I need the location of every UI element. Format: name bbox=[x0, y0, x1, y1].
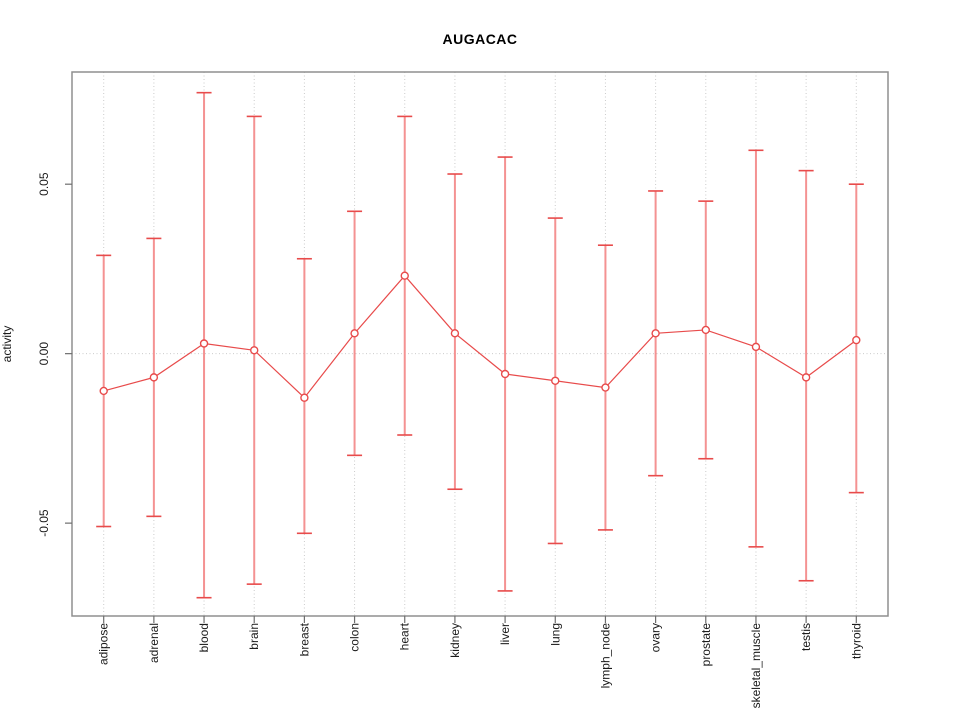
data-point-marker bbox=[801, 373, 811, 382]
data-point-marker bbox=[400, 271, 409, 280]
data-point-marker bbox=[500, 369, 510, 379]
data-point-marker bbox=[300, 393, 309, 402]
x-tick-label: ovary bbox=[649, 623, 663, 652]
data-point-marker bbox=[199, 339, 209, 348]
x-tick-label: breast bbox=[297, 622, 311, 656]
x-tick-label: colon bbox=[348, 623, 362, 652]
x-tick-label: blood bbox=[197, 623, 211, 652]
data-point-marker bbox=[551, 376, 560, 385]
x-tick-label: lung bbox=[548, 623, 562, 646]
data-point-marker bbox=[701, 325, 710, 335]
y-tick-label: -0.05 bbox=[37, 509, 51, 537]
chart-title: AUGACAC bbox=[442, 31, 518, 47]
series-line bbox=[103, 274, 857, 399]
data-point-marker bbox=[651, 329, 660, 338]
x-tick-label: liver bbox=[498, 623, 512, 645]
plot-border bbox=[71, 71, 889, 617]
data-point-marker bbox=[852, 335, 861, 345]
x-tick-label: heart bbox=[398, 622, 412, 650]
data-point-marker bbox=[601, 383, 610, 392]
data-point-marker bbox=[450, 329, 460, 338]
x-tick-label: kidney bbox=[448, 623, 462, 658]
data-point-marker bbox=[250, 346, 259, 355]
data-point-marker bbox=[751, 342, 761, 352]
data-point-marker bbox=[99, 386, 108, 396]
data-point-marker bbox=[350, 329, 359, 338]
x-tick-label: adipose bbox=[97, 623, 111, 665]
x-tick-label: adrenal bbox=[147, 623, 161, 663]
y-tick-label: 0.00 bbox=[37, 342, 51, 366]
x-tick-label: prostate bbox=[699, 623, 713, 667]
x-tick-label: skeletal_muscle bbox=[749, 623, 763, 709]
x-tick-label: brain bbox=[247, 623, 261, 650]
y-tick-label: 0.05 bbox=[37, 172, 51, 196]
data-point-marker bbox=[149, 373, 159, 382]
x-tick-label: testis bbox=[799, 623, 813, 651]
x-tick-label: thyroid bbox=[849, 623, 863, 659]
x-tick-label: lymph_node bbox=[598, 623, 612, 689]
